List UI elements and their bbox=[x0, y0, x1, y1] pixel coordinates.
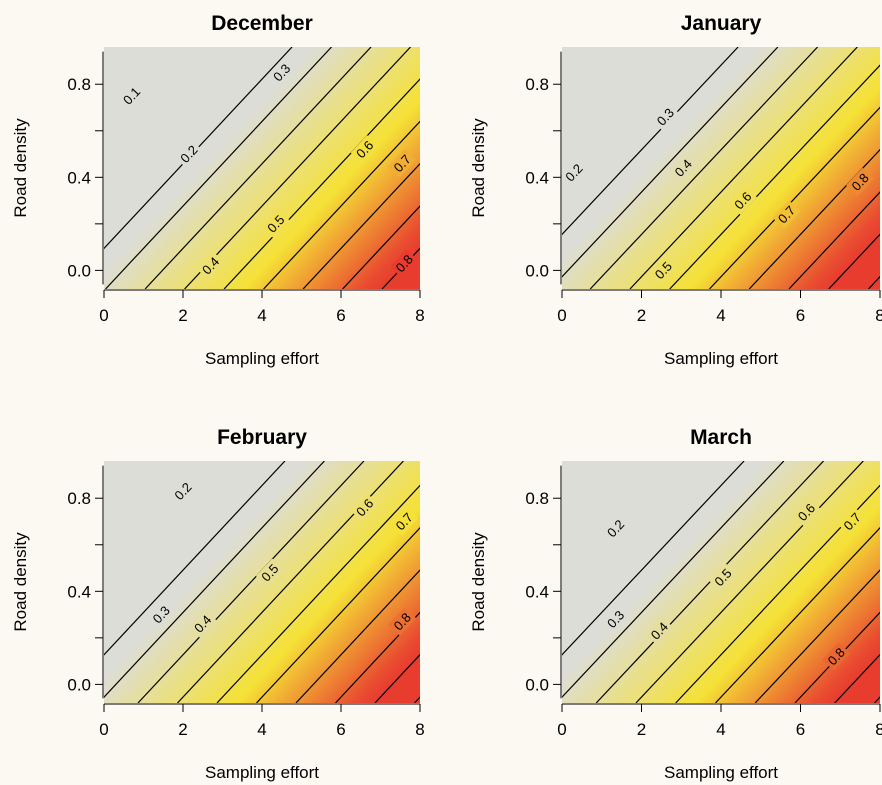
contour-line bbox=[105, 47, 332, 289]
x-tick-label: 8 bbox=[875, 306, 882, 325]
x-tick-label: 2 bbox=[178, 306, 187, 325]
contour-line bbox=[709, 106, 880, 289]
contour-line bbox=[562, 461, 745, 656]
contour-line bbox=[256, 526, 420, 703]
contour-line bbox=[562, 47, 779, 278]
x-axis-label: Sampling effort bbox=[205, 349, 319, 368]
x-tick-label: 6 bbox=[336, 306, 345, 325]
contour-line bbox=[589, 47, 819, 289]
x-tick-label: 0 bbox=[99, 306, 108, 325]
x-tick-label: 2 bbox=[178, 720, 187, 739]
contour-line bbox=[335, 611, 420, 703]
x-axis-label: Sampling effort bbox=[664, 763, 778, 782]
heatmap-fill bbox=[562, 47, 880, 289]
y-tick-label: 0.4 bbox=[67, 582, 91, 601]
chart-title: January bbox=[681, 12, 762, 35]
contour-line bbox=[223, 78, 420, 289]
x-tick-label: 6 bbox=[336, 720, 345, 739]
contour-line bbox=[595, 461, 824, 703]
x-tick-label: 4 bbox=[257, 306, 266, 325]
y-axis-label: Road density bbox=[469, 118, 488, 218]
axes: 0 2 4 6 8 0.0 0.4 0.8 bbox=[525, 465, 882, 739]
x-tick-label: 8 bbox=[415, 306, 424, 325]
contour-line bbox=[295, 569, 420, 703]
y-tick-label: 0.4 bbox=[67, 168, 91, 187]
x-tick-label: 8 bbox=[415, 720, 424, 739]
chart-panel-february: 0.20.3 0.40.50.60.70.80 2 4 6 80.00.40.8Febru… bbox=[11, 426, 425, 782]
contour-line bbox=[263, 120, 420, 289]
contour-line bbox=[302, 162, 420, 289]
contour-line bbox=[562, 47, 739, 236]
y-tick-label: 0.0 bbox=[67, 675, 91, 694]
chart-title: March bbox=[690, 426, 752, 449]
contour-line bbox=[104, 461, 325, 698]
y-axis-label: Road density bbox=[469, 532, 488, 632]
contour-line bbox=[629, 47, 858, 289]
x-tick-label: 0 bbox=[557, 306, 566, 325]
contour-line bbox=[828, 233, 880, 289]
contour-lines bbox=[104, 461, 420, 703]
y-tick-label: 0.8 bbox=[67, 489, 91, 508]
y-axis-label: Road density bbox=[11, 532, 30, 632]
contour-line bbox=[374, 653, 420, 703]
chart-title: December bbox=[211, 12, 313, 35]
contour-line bbox=[216, 484, 420, 703]
x-tick-label: 6 bbox=[796, 720, 805, 739]
chart-panel-january: 0.20.30.40.50.60.70.80 2 4 6 80.00.40.8Janua… bbox=[469, 12, 882, 368]
x-axis-label: Sampling effort bbox=[664, 349, 778, 368]
heatmap-fill bbox=[104, 461, 420, 703]
y-tick-label: 0.0 bbox=[525, 261, 549, 280]
y-tick-label: 0.4 bbox=[525, 582, 549, 601]
contour-line bbox=[834, 653, 880, 703]
contour-line bbox=[184, 47, 411, 289]
y-tick-label: 0.8 bbox=[525, 75, 549, 94]
contour-line bbox=[381, 247, 420, 289]
x-tick-label: 2 bbox=[637, 720, 646, 739]
chart-panel-december: 0.10.20.30.40.50.60.70.80 2 4 6 80.00.40.8De… bbox=[11, 12, 425, 368]
contour-lines bbox=[104, 47, 420, 289]
contour-line bbox=[754, 569, 880, 703]
y-tick-label: 0.8 bbox=[525, 489, 549, 508]
x-tick-label: 4 bbox=[716, 306, 725, 325]
x-tick-label: 6 bbox=[796, 306, 805, 325]
contour-line bbox=[748, 148, 880, 289]
heatmap-fill bbox=[104, 47, 420, 289]
contour-line bbox=[104, 47, 293, 250]
contour-line bbox=[675, 484, 880, 703]
axes: 0 2 4 6 8 0.0 0.4 0.8 bbox=[67, 465, 425, 739]
x-tick-label: 0 bbox=[99, 720, 108, 739]
y-tick-label: 0.0 bbox=[67, 261, 91, 280]
x-tick-label: 4 bbox=[716, 720, 725, 739]
y-axis-label: Road density bbox=[11, 118, 30, 218]
x-tick-label: 8 bbox=[875, 720, 882, 739]
contour-line bbox=[342, 205, 420, 289]
chart-title: February bbox=[217, 426, 307, 449]
axes: 0 2 4 6 8 0.0 0.4 0.8 bbox=[525, 51, 882, 325]
x-tick-label: 4 bbox=[257, 720, 266, 739]
x-tick-label: 2 bbox=[637, 306, 646, 325]
contour-line bbox=[144, 47, 372, 289]
contour-line bbox=[137, 461, 365, 703]
chart-panel-march: 0.20.3 0.40.50.6 0.70.80 2 4 6 80.00.40.8March… bbox=[469, 426, 882, 782]
x-tick-label: 0 bbox=[557, 720, 566, 739]
contour-line bbox=[562, 461, 785, 698]
y-tick-label: 0.0 bbox=[525, 675, 549, 694]
contour-line bbox=[669, 64, 880, 289]
contour-line bbox=[635, 461, 864, 703]
contour-line bbox=[104, 461, 286, 656]
contour-line bbox=[788, 191, 880, 289]
contour-lines bbox=[562, 47, 880, 289]
contour-line bbox=[714, 526, 880, 703]
x-axis-label: Sampling effort bbox=[205, 763, 319, 782]
axes: 0 2 4 6 8 0.0 0.4 0.8 bbox=[67, 51, 425, 325]
y-tick-label: 0.8 bbox=[67, 75, 91, 94]
y-tick-label: 0.4 bbox=[525, 168, 549, 187]
